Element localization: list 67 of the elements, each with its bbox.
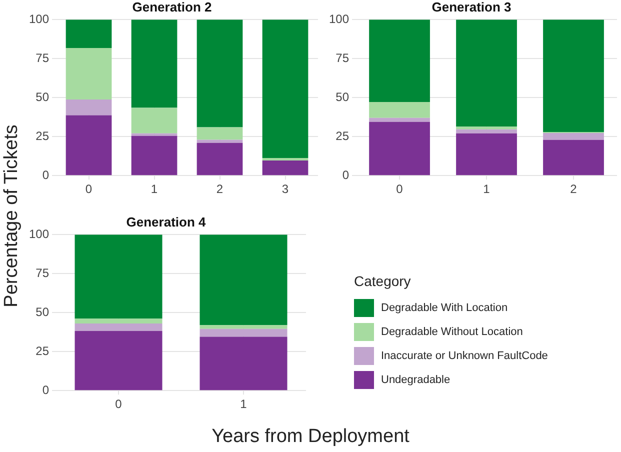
y-tick-label: 0 (342, 168, 350, 182)
bar (131, 108, 178, 134)
bar (74, 318, 162, 324)
bar (66, 48, 112, 100)
bar (196, 127, 243, 140)
bar (131, 20, 178, 108)
bar (262, 158, 308, 160)
bar (369, 122, 430, 176)
y-axis-title: Percentage of Tickets (1, 124, 23, 310)
bar (262, 160, 308, 176)
legend-label: Degradable Without Location (381, 326, 523, 338)
x-tick-label: 1 (483, 182, 490, 196)
legend-label: Degradable With Location (381, 302, 508, 314)
y-tick-label: 75 (36, 266, 50, 280)
bar (456, 20, 517, 127)
bar (456, 126, 517, 130)
bar (200, 234, 288, 326)
y-tick-label: 25 (36, 128, 50, 143)
bar (543, 20, 604, 132)
legend-title: Category (354, 273, 412, 289)
bar (196, 140, 243, 143)
bar (66, 115, 112, 176)
x-tick-label: 0 (85, 182, 92, 196)
bar (456, 133, 517, 176)
x-tick-label: 1 (240, 397, 248, 412)
bar (200, 336, 288, 390)
bar (543, 133, 604, 140)
x-tick-label: 2 (216, 182, 224, 196)
y-tick-label: 25 (36, 344, 50, 358)
bar (456, 129, 517, 134)
y-tick-label: 50 (36, 304, 50, 319)
y-tick-label: 100 (28, 226, 50, 241)
bar (131, 133, 178, 136)
y-tick-label: 0 (42, 168, 50, 182)
chart-title: Generation 3 (432, 0, 512, 14)
bar (200, 325, 288, 329)
x-tick-label: 0 (396, 182, 404, 196)
bar (74, 331, 162, 390)
bar (369, 102, 430, 118)
x-tick-label: 1 (150, 182, 158, 196)
chart-title: Generation 2 (132, 0, 212, 14)
y-tick-label: 50 (336, 90, 350, 104)
bar (369, 20, 430, 102)
bar (262, 20, 308, 158)
legend-label: Inaccurate or Unknown FaultCode (381, 350, 548, 362)
bar (196, 20, 243, 128)
bar (200, 328, 288, 337)
bar (196, 142, 243, 176)
bar (66, 99, 112, 116)
x-axis-title: Years from Deployment (210, 426, 410, 448)
bar (131, 136, 178, 176)
bar (66, 20, 112, 48)
y-tick-label: 100 (28, 12, 50, 26)
y-tick-label: 100 (328, 12, 350, 26)
legend-label: Undegradable (381, 374, 450, 386)
x-tick-label: 3 (282, 182, 289, 196)
bar (369, 118, 430, 122)
bar (74, 234, 162, 319)
chart-title: Generation 4 (126, 214, 206, 230)
y-tick-label: 0 (42, 382, 50, 397)
bar (74, 324, 162, 332)
bar (543, 140, 604, 176)
x-tick-label: 2 (570, 182, 578, 196)
y-tick-label: 25 (336, 128, 350, 143)
y-tick-label: 75 (36, 50, 50, 65)
y-tick-label: 50 (36, 90, 50, 104)
y-tick-label: 75 (336, 50, 350, 65)
